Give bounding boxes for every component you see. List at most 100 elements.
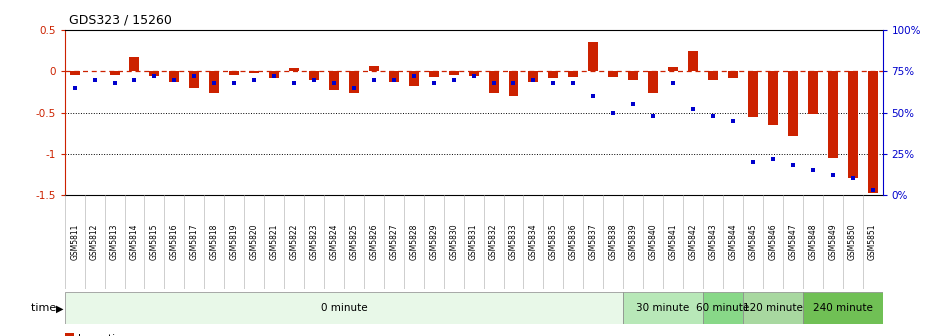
Text: GSM5812: GSM5812 bbox=[90, 224, 99, 260]
Text: GSM5811: GSM5811 bbox=[70, 224, 79, 260]
Point bbox=[346, 85, 361, 90]
Text: GSM5816: GSM5816 bbox=[170, 224, 179, 260]
Point bbox=[166, 77, 182, 82]
Bar bbox=[867, 72, 878, 193]
Point bbox=[586, 93, 601, 99]
Text: GSM5822: GSM5822 bbox=[289, 224, 299, 260]
Point bbox=[805, 167, 821, 173]
Point bbox=[107, 80, 122, 86]
Text: GSM5849: GSM5849 bbox=[828, 223, 837, 260]
Bar bbox=[609, 72, 618, 77]
Text: GSM5834: GSM5834 bbox=[529, 223, 538, 260]
Bar bbox=[489, 72, 498, 93]
Bar bbox=[429, 72, 438, 77]
Point bbox=[766, 156, 781, 161]
Point bbox=[845, 176, 861, 181]
Point bbox=[865, 187, 881, 193]
Bar bbox=[329, 72, 339, 89]
Bar bbox=[728, 72, 738, 78]
Point bbox=[626, 101, 641, 107]
Text: GSM5818: GSM5818 bbox=[210, 224, 219, 260]
Bar bbox=[649, 72, 658, 93]
Bar bbox=[369, 66, 378, 72]
Point bbox=[706, 113, 721, 119]
Point bbox=[186, 74, 202, 79]
Text: GSM5837: GSM5837 bbox=[589, 223, 598, 260]
Bar bbox=[269, 72, 279, 78]
Bar bbox=[309, 72, 319, 80]
Text: GSM5835: GSM5835 bbox=[549, 223, 558, 260]
Point bbox=[286, 80, 301, 86]
Text: GSM5851: GSM5851 bbox=[868, 224, 877, 260]
Bar bbox=[469, 72, 478, 76]
Text: time: time bbox=[31, 303, 60, 313]
Point bbox=[206, 80, 222, 86]
Point bbox=[726, 118, 741, 123]
Point bbox=[406, 74, 421, 79]
Point bbox=[326, 80, 341, 86]
Text: GSM5824: GSM5824 bbox=[329, 224, 339, 260]
Text: GSM5815: GSM5815 bbox=[150, 224, 159, 260]
Point bbox=[426, 80, 441, 86]
Bar bbox=[847, 72, 858, 178]
Text: 120 minute: 120 minute bbox=[743, 303, 803, 313]
Text: log ratio: log ratio bbox=[78, 334, 121, 336]
Text: GSM5844: GSM5844 bbox=[728, 223, 737, 260]
Text: GSM5832: GSM5832 bbox=[489, 224, 498, 260]
Bar bbox=[129, 56, 140, 72]
Bar bbox=[569, 72, 578, 77]
Text: GSM5820: GSM5820 bbox=[250, 224, 259, 260]
Bar bbox=[409, 72, 418, 86]
Text: GSM5829: GSM5829 bbox=[429, 224, 438, 260]
Point bbox=[666, 80, 681, 86]
Point bbox=[306, 77, 321, 82]
Bar bbox=[529, 72, 538, 82]
Point bbox=[67, 85, 82, 90]
Bar bbox=[249, 72, 260, 73]
Point bbox=[606, 110, 621, 115]
Bar bbox=[189, 72, 200, 88]
Bar bbox=[69, 72, 80, 75]
Bar bbox=[449, 72, 458, 75]
Point bbox=[506, 80, 521, 86]
Point bbox=[746, 159, 761, 165]
Bar bbox=[349, 72, 359, 93]
Text: 240 minute: 240 minute bbox=[813, 303, 873, 313]
Text: GSM5850: GSM5850 bbox=[848, 223, 857, 260]
Bar bbox=[65, 333, 74, 336]
Text: GSM5827: GSM5827 bbox=[389, 224, 398, 260]
FancyBboxPatch shape bbox=[803, 292, 883, 324]
Point bbox=[686, 107, 701, 112]
Bar bbox=[688, 51, 698, 72]
Point bbox=[146, 74, 162, 79]
Text: GSM5836: GSM5836 bbox=[569, 223, 578, 260]
Text: GSM5830: GSM5830 bbox=[449, 223, 458, 260]
Point bbox=[786, 163, 801, 168]
Text: 30 minute: 30 minute bbox=[636, 303, 689, 313]
Point bbox=[266, 74, 281, 79]
Bar bbox=[169, 72, 180, 82]
Point bbox=[825, 172, 841, 178]
Text: GSM5817: GSM5817 bbox=[190, 224, 199, 260]
Bar bbox=[747, 72, 758, 117]
Bar bbox=[807, 72, 818, 114]
Text: ▶: ▶ bbox=[56, 303, 64, 313]
Text: GSM5819: GSM5819 bbox=[230, 224, 239, 260]
Text: GSM5845: GSM5845 bbox=[748, 223, 757, 260]
Point bbox=[126, 77, 142, 82]
Text: GSM5841: GSM5841 bbox=[669, 224, 677, 260]
Text: GDS323 / 15260: GDS323 / 15260 bbox=[69, 14, 172, 27]
Point bbox=[566, 80, 581, 86]
Bar bbox=[149, 72, 160, 76]
Text: GSM5825: GSM5825 bbox=[349, 224, 359, 260]
Point bbox=[386, 77, 401, 82]
Bar bbox=[669, 67, 678, 72]
Text: GSM5821: GSM5821 bbox=[270, 224, 279, 260]
Point bbox=[486, 80, 501, 86]
Point bbox=[526, 77, 541, 82]
FancyBboxPatch shape bbox=[623, 292, 703, 324]
Text: GSM5847: GSM5847 bbox=[788, 223, 797, 260]
Bar bbox=[787, 72, 798, 136]
Bar bbox=[109, 72, 120, 75]
FancyBboxPatch shape bbox=[743, 292, 803, 324]
